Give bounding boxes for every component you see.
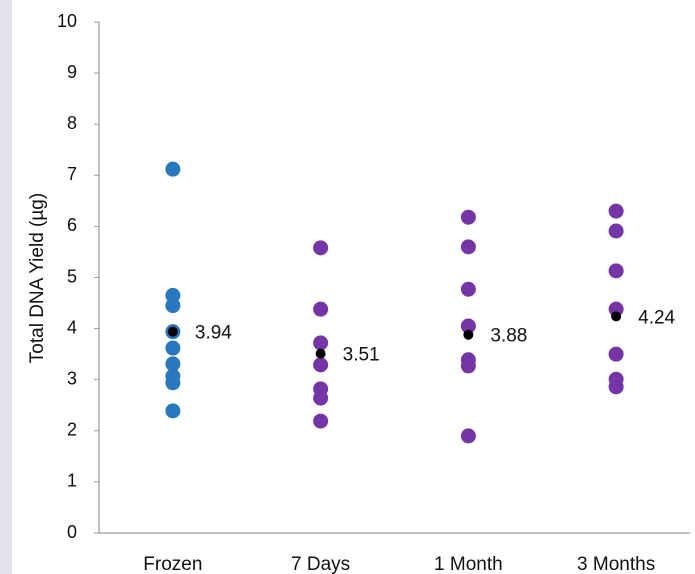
data-point bbox=[313, 335, 329, 351]
data-point bbox=[165, 356, 181, 372]
data-point bbox=[165, 403, 181, 419]
data-point bbox=[460, 428, 476, 444]
y-tick-label: 2 bbox=[67, 420, 77, 440]
data-point bbox=[460, 209, 476, 225]
data-point bbox=[608, 379, 624, 395]
y-tick-label: 3 bbox=[67, 368, 77, 388]
data-point bbox=[165, 298, 181, 314]
y-tick-label: 4 bbox=[67, 317, 77, 337]
x-tick-label: 3 Months bbox=[577, 554, 655, 574]
data-point bbox=[608, 203, 624, 219]
data-point bbox=[608, 301, 624, 317]
x-tick-label: 7 Days bbox=[291, 554, 350, 574]
data-point bbox=[608, 223, 624, 239]
y-tick-label: 8 bbox=[67, 113, 77, 133]
mean-label: 4.24 bbox=[638, 307, 675, 328]
mean-label: 3.94 bbox=[195, 323, 232, 344]
mean-point bbox=[463, 329, 474, 340]
mean-point bbox=[611, 311, 622, 322]
data-point bbox=[313, 413, 329, 429]
y-tick-label: 10 bbox=[57, 11, 77, 31]
data-point bbox=[165, 375, 181, 391]
mean-label: 3.51 bbox=[343, 345, 380, 366]
side-strip bbox=[0, 0, 12, 574]
x-tick-label: Frozen bbox=[143, 554, 202, 574]
data-point bbox=[313, 301, 329, 317]
data-point bbox=[313, 390, 329, 406]
data-point bbox=[165, 340, 181, 356]
data-point bbox=[460, 318, 476, 334]
data-point bbox=[608, 263, 624, 279]
data-point bbox=[460, 358, 476, 374]
y-axis-label: Total DNA Yield (µg) bbox=[27, 193, 48, 363]
data-point bbox=[313, 357, 329, 373]
data-point bbox=[313, 240, 329, 256]
mean-label: 3.88 bbox=[490, 326, 527, 347]
mean-point bbox=[315, 348, 326, 359]
y-tick-label: 0 bbox=[67, 522, 77, 542]
y-tick-label: 9 bbox=[67, 62, 77, 82]
data-point bbox=[608, 346, 624, 362]
y-tick-label: 6 bbox=[67, 215, 77, 235]
y-tick-label: 1 bbox=[67, 471, 77, 491]
mean-point bbox=[167, 326, 178, 337]
data-point bbox=[460, 281, 476, 297]
data-point bbox=[165, 161, 181, 177]
x-tick-label: 1 Month bbox=[434, 554, 503, 574]
y-tick-label: 5 bbox=[67, 266, 77, 286]
y-tick-label: 7 bbox=[67, 164, 77, 184]
data-point bbox=[460, 239, 476, 255]
